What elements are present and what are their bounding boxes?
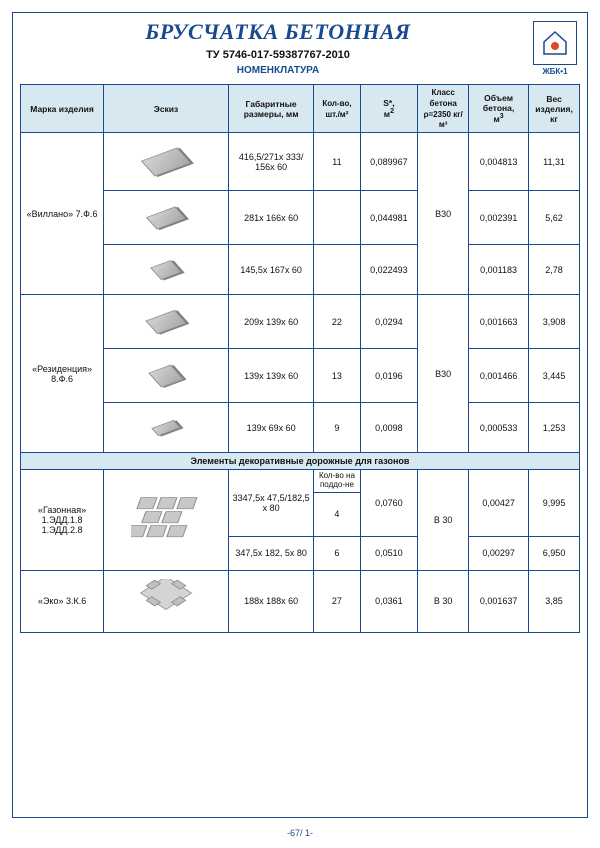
col-dim: Габаритные размеры, мм [228,85,313,133]
sketch-cell [104,191,229,245]
spec-table: Марка изделия Эскиз Габаритные размеры, … [20,84,580,633]
sketch-cell [104,133,229,191]
sketch-cell [104,245,229,295]
table-row: 145,5x 167x 60 0,022493 0,001183 2,78 [21,245,580,295]
vol-cell: 0,001663 [469,295,529,349]
section-header: Элементы декоративные дорожные для газон… [21,453,580,470]
s-cell: 0,089967 [360,133,418,191]
qty-cell [314,191,360,245]
w-cell: 3,445 [529,349,580,403]
logo-brand: ЖБК•1 [533,67,577,76]
qty-cell [314,245,360,295]
vol-cell: 0,001183 [469,245,529,295]
tu-number: ТУ 5746-017-59387767-2010 [23,49,533,61]
s-cell: 0,0098 [360,403,418,453]
table-row: 281x 166x 60 0,044981 0,002391 5,62 [21,191,580,245]
sketch-cell [104,570,229,632]
table-row: «Резиденция» 8.Ф.6 209x 139x 60 22 0,029… [21,295,580,349]
w-cell: 3,85 [529,570,580,632]
qty-cell: 11 [314,133,360,191]
dim-cell: 3347,5x 47,5/182,5 x 80 [228,470,313,537]
class-cell: В30 [418,133,469,295]
vol-cell: 0,004813 [469,133,529,191]
header: БРУСЧАТКА БЕТОННАЯ ТУ 5746-017-59387767-… [13,13,587,80]
col-area: S*,м2 [360,85,418,133]
vol-cell: 0,001466 [469,349,529,403]
sketch-cell [104,349,229,403]
logo-icon [533,21,577,65]
dim-cell: 145,5x 167x 60 [228,245,313,295]
vol-cell: 0,000533 [469,403,529,453]
vol-cell: 0,002391 [469,191,529,245]
col-weight: Вес изделия, кг [529,85,580,133]
dim-cell: 139x 139x 60 [228,349,313,403]
dim-cell: 347,5x 182, 5x 80 [228,536,313,570]
brand-cell: «Виллано» 7.Ф.6 [21,133,104,295]
grass-paver-icon [131,492,201,548]
brand-cell: «Резиденция» 8.Ф.6 [21,295,104,453]
page-title: БРУСЧАТКА БЕТОННАЯ [23,19,533,45]
col-qty: Кол-во, шт./м² [314,85,360,133]
qty-cell: 13 [314,349,360,403]
col-vol: Объем бетона,м3 [469,85,529,133]
class-cell: В30 [418,295,469,453]
s-cell: 0,0510 [360,536,418,570]
qty-subheader: Кол-во на поддо-не [314,470,360,493]
qty-cell: 6 [314,536,360,570]
nomenclature-label: НОМЕНКЛАТУРА [23,65,533,76]
dim-cell: 416,5/271x 333/ 156x 60 [228,133,313,191]
dim-cell: 188x 188x 60 [228,570,313,632]
s-cell: 0,044981 [360,191,418,245]
brand-cell: «Эко» 3.К.6 [21,570,104,632]
s-cell: 0,0361 [360,570,418,632]
s-cell: 0,0294 [360,295,418,349]
w-cell: 1,253 [529,403,580,453]
page-border: БРУСЧАТКА БЕТОННАЯ ТУ 5746-017-59387767-… [12,12,588,818]
table-header-row: Марка изделия Эскиз Габаритные размеры, … [21,85,580,133]
dim-cell: 209x 139x 60 [228,295,313,349]
s-cell: 0,022493 [360,245,418,295]
class-cell: В 30 [418,570,469,632]
qty-cell: 22 [314,295,360,349]
sketch-cell [104,295,229,349]
qty-cell: 9 [314,403,360,453]
page-footer: -67/ 1- [0,828,600,838]
sketch-cell [104,470,229,571]
vol-cell: 0,00297 [469,536,529,570]
col-sketch: Эскиз [104,85,229,133]
table-row: 139x 69x 60 9 0,0098 0,000533 1,253 [21,403,580,453]
table-row: «Виллано» 7.Ф.6 416,5/271x 333/ 156x 60 … [21,133,580,191]
eco-paver-icon [139,579,193,623]
table-row: «Газонная» 1.ЭДД.1.8 1.ЭДД.2.8 [21,470,580,493]
w-cell: 2,78 [529,245,580,295]
table-row: «Эко» 3.К.6 [21,570,580,632]
w-cell: 11,31 [529,133,580,191]
header-center: БРУСЧАТКА БЕТОННАЯ ТУ 5746-017-59387767-… [23,19,533,76]
w-cell: 5,62 [529,191,580,245]
col-brand: Марка изделия [21,85,104,133]
table-row: 139x 139x 60 13 0,0196 0,001466 3,445 [21,349,580,403]
w-cell: 9,995 [529,470,580,537]
w-cell: 6,950 [529,536,580,570]
qty-cell: 4 [314,492,360,536]
class-cell: В 30 [418,470,469,571]
col-class: Класс бетона ρ=2350 кг/м³ [418,85,469,133]
s-cell: 0,0760 [360,470,418,537]
dim-cell: 281x 166x 60 [228,191,313,245]
dim-cell: 139x 69x 60 [228,403,313,453]
brand-cell: «Газонная» 1.ЭДД.1.8 1.ЭДД.2.8 [21,470,104,571]
sketch-cell [104,403,229,453]
section-header-row: Элементы декоративные дорожные для газон… [21,453,580,470]
vol-cell: 0,001637 [469,570,529,632]
s-cell: 0,0196 [360,349,418,403]
vol-cell: 0,00427 [469,470,529,537]
w-cell: 3,908 [529,295,580,349]
logo: ЖБК•1 [533,19,577,76]
qty-cell: 27 [314,570,360,632]
